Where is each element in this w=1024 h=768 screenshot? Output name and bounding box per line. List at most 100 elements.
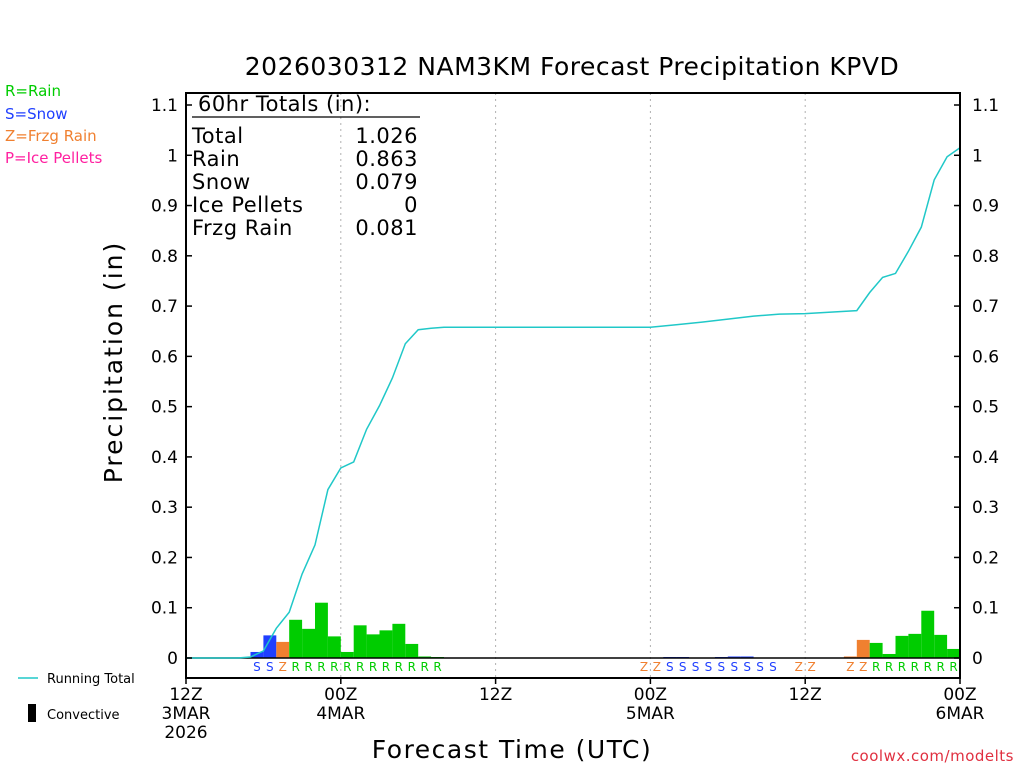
xtick-label-0-3: 2026 (164, 723, 207, 743)
type-letter-hour-16: R (382, 660, 390, 674)
type-letter-hour-60: R (949, 660, 957, 674)
convective-legend-swatch (28, 704, 36, 722)
type-letter-hour-58: R (924, 660, 932, 674)
running-total-line (186, 147, 961, 659)
bar-hour-6 (250, 651, 264, 658)
ptype-legend: R=Rain S=Snow Z=Frzg Rain P=Ice Pellets (5, 82, 102, 167)
running-total-legend-label: Running Total (47, 672, 135, 687)
type-letter-hour-9: R (291, 660, 299, 674)
bar-hour-53 (856, 639, 870, 658)
bar-hour-59 (934, 634, 948, 658)
bar-hour-17 (392, 623, 406, 658)
type-letter-hour-53: Z (859, 660, 867, 674)
type-letter-hour-11: R (317, 660, 325, 674)
ytick-label-right-1.1: 1.1 (972, 96, 999, 116)
totals-label-snow: Snow (192, 170, 251, 194)
bar-hour-52 (843, 656, 857, 658)
totals-value-rain: 0.863 (355, 147, 418, 171)
bottom-legend: Running Total Convective (18, 672, 135, 723)
totals-value-pellets: 0 (404, 193, 418, 217)
bar-hour-7 (263, 635, 277, 658)
type-letter-hour-36: Z (640, 660, 648, 674)
ytick-label-right-1: 1 (972, 146, 983, 166)
bar-hour-15 (366, 634, 380, 658)
type-letter-hour-10: R (304, 660, 312, 674)
type-letter-hour-48: Z (795, 660, 803, 674)
ytick-label-left-0.9: 0.9 (151, 197, 178, 217)
x-axis-label: Forecast Time (UTC) (372, 735, 652, 764)
totals-label-frzg: Frzg Rain (192, 216, 293, 240)
plot-frame (185, 92, 961, 679)
type-letter-hour-38: S (666, 660, 674, 674)
ytick-label-right-0.3: 0.3 (972, 498, 999, 518)
y-axis-left: 0 0.1 0.2 0.3 0.4 0.5 0.6 0.7 0.8 0.9 1 1.1 (151, 96, 192, 669)
type-letter-hour-6: S (253, 660, 261, 674)
type-letter-hour-45: S (756, 660, 764, 674)
convective-legend-label: Convective (47, 708, 120, 723)
bar-hour-55 (882, 653, 896, 658)
ytick-label-right-0.2: 0.2 (972, 548, 999, 568)
totals-value-frzg: 0.081 (355, 216, 418, 240)
ytick-label-left-0: 0 (167, 649, 178, 669)
type-letter-hour-39: S (679, 660, 687, 674)
bar-hour-12 (327, 636, 341, 658)
type-letter-hour-40: S (692, 660, 700, 674)
type-letter-hour-20: R (433, 660, 441, 674)
totals-label-pellets: Ice Pellets (192, 193, 303, 217)
xtick-label-3-2: 5MAR (626, 704, 675, 724)
type-letter-hour-17: R (395, 660, 403, 674)
bar-hour-11 (315, 602, 328, 658)
ptype-legend-frzg: Z=Frzg Rain (5, 127, 97, 145)
type-letter-hour-8: Z (279, 660, 287, 674)
bar-hour-57 (908, 633, 922, 658)
bar-hour-9 (289, 619, 303, 658)
ytick-label-right-0.8: 0.8 (972, 247, 999, 267)
totals-value-snow: 0.079 (355, 170, 418, 194)
bar-hour-18 (405, 643, 419, 658)
type-letter-hour-7: S (266, 660, 274, 674)
type-letter-hour-41: S (705, 660, 713, 674)
type-letter-hour-55: R (885, 660, 893, 674)
xtick-label-0-2: 3MAR (162, 704, 211, 724)
ytick-label-left-1.1: 1.1 (151, 96, 178, 116)
type-letter-hour-56: R (898, 660, 906, 674)
ytick-label-left-0.3: 0.3 (151, 498, 178, 518)
ytick-label-left-0.6: 0.6 (151, 347, 178, 367)
bar-hour-58 (921, 610, 935, 658)
type-letter-hour-52: Z (846, 660, 854, 674)
ytick-label-right-0.7: 0.7 (972, 297, 999, 317)
xtick-label-4-1: 12Z (789, 685, 822, 705)
bar-hour-16 (379, 630, 393, 658)
ytick-label-right-0.4: 0.4 (972, 448, 999, 468)
bar-hour-13 (340, 651, 354, 658)
ytick-label-left-0.7: 0.7 (151, 297, 178, 317)
ytick-label-right-0.5: 0.5 (972, 398, 999, 418)
ytick-label-right-0: 0 (972, 649, 983, 669)
xtick-label-1-1: 00Z (324, 685, 357, 705)
type-letter-hour-19: R (420, 660, 428, 674)
type-letter-hour-15: R (369, 660, 377, 674)
ytick-label-right-0.6: 0.6 (972, 347, 999, 367)
type-letter-hour-37: Z (653, 660, 661, 674)
bar-hour-10 (302, 628, 315, 658)
xtick-label-2-1: 12Z (479, 685, 512, 705)
xtick-label-5-2: 6MAR (936, 704, 985, 724)
type-letter-hour-43: S (730, 660, 738, 674)
y-axis-label: Precipitation (in) (99, 241, 128, 484)
ptype-legend-pellets: P=Ice Pellets (5, 149, 102, 167)
ytick-label-left-0.5: 0.5 (151, 398, 178, 418)
credit-text: coolwx.com/modelts (851, 747, 1014, 765)
bar-hour-44 (740, 656, 754, 658)
y-axis-right: 0 0.1 0.2 0.3 0.4 0.5 0.6 0.7 0.8 0.9 1 1.1 (954, 96, 999, 669)
type-letter-hour-42: S (718, 660, 726, 674)
bar-hour-54 (869, 642, 883, 658)
totals-label-rain: Rain (192, 147, 240, 171)
ptype-legend-rain: R=Rain (5, 82, 61, 100)
ytick-label-left-1: 1 (167, 146, 178, 166)
type-letter-hour-49: Z (808, 660, 816, 674)
xtick-label-5-1: 00Z (943, 685, 976, 705)
type-letter-hour-13: R (343, 660, 351, 674)
ytick-label-left-0.1: 0.1 (151, 599, 178, 619)
